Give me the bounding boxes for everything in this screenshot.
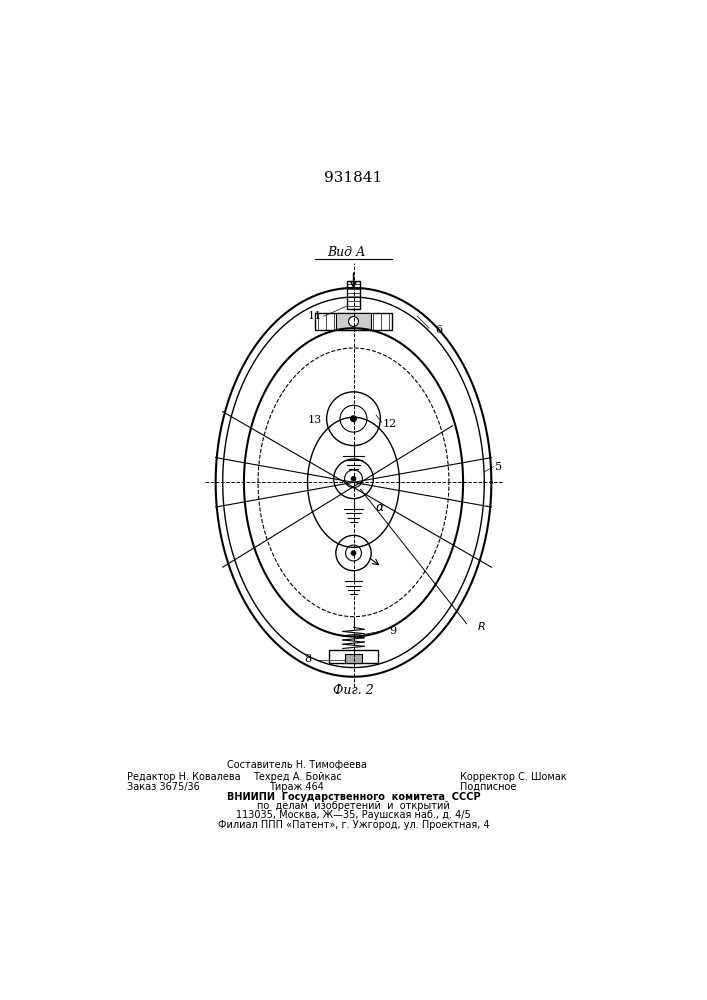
Circle shape (346, 545, 361, 561)
Text: Корректор С. Шомак: Корректор С. Шомак (460, 772, 566, 782)
Circle shape (327, 392, 380, 446)
Circle shape (351, 416, 356, 422)
Text: $\alpha$: $\alpha$ (375, 501, 385, 514)
Bar (315, 313, 392, 330)
Text: ВНИИПИ  Государственного  комитета  СССР: ВНИИПИ Государственного комитета СССР (227, 792, 480, 802)
Circle shape (351, 477, 356, 481)
Bar (329, 650, 378, 663)
Circle shape (349, 317, 358, 326)
Text: 931841: 931841 (325, 171, 382, 185)
Text: Составитель Н. Тимофеева: Составитель Н. Тимофеева (227, 760, 367, 770)
Text: 6: 6 (435, 325, 442, 335)
Circle shape (340, 405, 367, 432)
Text: 9: 9 (389, 626, 396, 636)
Bar (347, 281, 360, 309)
Circle shape (351, 551, 356, 555)
Circle shape (344, 470, 363, 488)
Text: 5: 5 (495, 462, 502, 472)
Text: Заказ 3675/36: Заказ 3675/36 (127, 782, 200, 792)
Text: 13: 13 (308, 415, 322, 425)
Text: 8: 8 (304, 654, 311, 664)
Circle shape (334, 459, 373, 499)
Text: Вид А: Вид А (327, 246, 366, 259)
Text: Фиг. 2: Фиг. 2 (333, 684, 374, 697)
Text: Филиал ППП «Патент», г. Ужгород, ул. Проектная, 4: Филиал ППП «Патент», г. Ужгород, ул. Про… (218, 820, 489, 830)
Text: по  делам  изобретений  и  открытий: по делам изобретений и открытий (257, 801, 450, 811)
Text: R: R (477, 622, 485, 632)
Text: 11: 11 (308, 311, 322, 321)
Text: Подписное: Подписное (460, 782, 516, 792)
Bar (336, 313, 371, 330)
Text: 12: 12 (383, 419, 397, 429)
Text: Редактор Н. Ковалева: Редактор Н. Ковалева (127, 772, 241, 782)
Text: 113035, Москва, Ж—35, Раушская наб., д. 4/5: 113035, Москва, Ж—35, Раушская наб., д. … (236, 810, 471, 820)
Bar (345, 654, 362, 663)
Text: Тираж 464: Тираж 464 (269, 782, 325, 792)
Circle shape (336, 535, 371, 571)
Text: Техред А. Бойкас: Техред А. Бойкас (252, 772, 341, 782)
